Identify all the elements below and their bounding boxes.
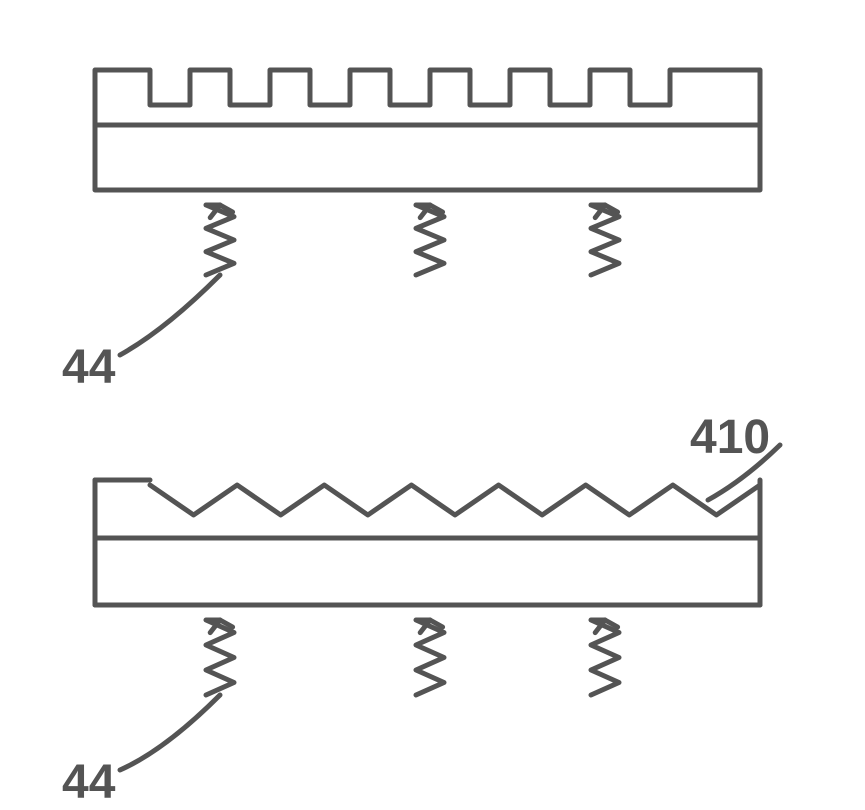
diagram-svg bbox=[0, 0, 865, 789]
top-label-44: 44 bbox=[62, 340, 115, 395]
bottom-wave-surface bbox=[150, 485, 760, 515]
top-lead-line bbox=[120, 275, 220, 355]
top-structure-outline bbox=[95, 70, 760, 190]
bottom-lead-line-44 bbox=[120, 695, 220, 770]
bottom-label-410: 410 bbox=[690, 410, 770, 465]
bottom-label-44: 44 bbox=[62, 755, 115, 810]
